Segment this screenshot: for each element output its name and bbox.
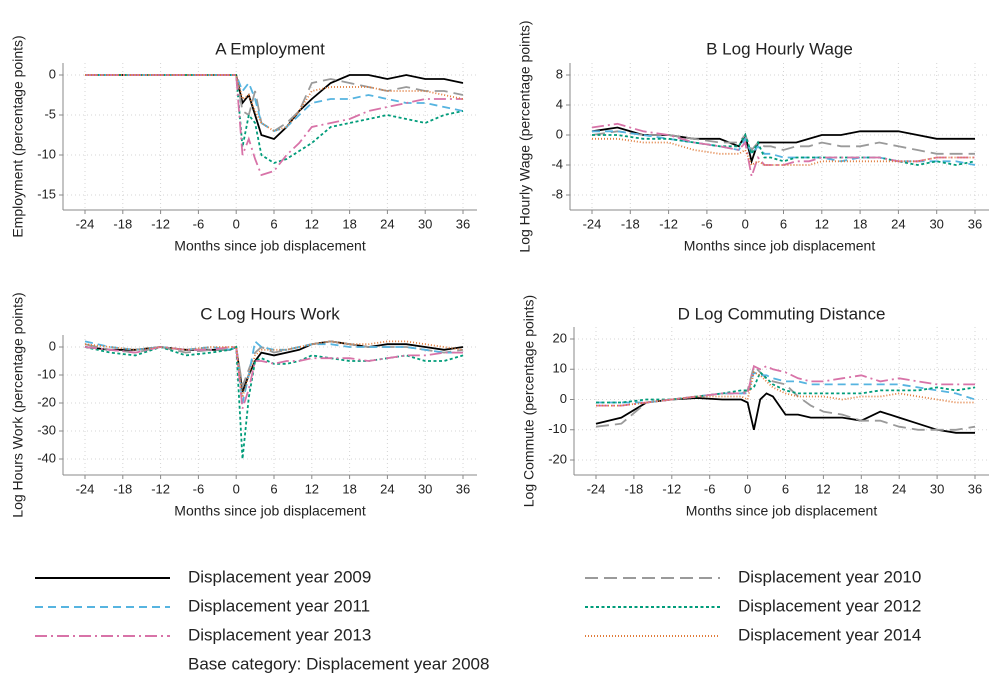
x-axis-label: Months since job displacement: [174, 503, 366, 519]
x-axis-label: Months since job displacement: [174, 238, 366, 254]
y-tick-label: 0: [49, 66, 56, 81]
legend-label: Displacement year 2012: [738, 596, 921, 615]
legend-label: Displacement year 2013: [188, 625, 371, 644]
x-tick-label: 18: [342, 216, 356, 231]
x-tick-label: 24: [380, 481, 394, 496]
x-tick-label: -12: [151, 216, 170, 231]
x-tick-label: -6: [193, 216, 205, 231]
series-line: [595, 392, 975, 434]
x-tick-label: -24: [76, 481, 95, 496]
series-line: [596, 370, 976, 404]
x-tick-label: 18: [853, 216, 867, 231]
y-tick-label: -10: [37, 366, 56, 381]
x-tick-label: 36: [456, 216, 470, 231]
legend-label: Displacement year 2014: [738, 625, 921, 644]
x-tick-label: 0: [233, 481, 240, 496]
y-tick-label: -10: [548, 421, 567, 436]
y-tick-label: -4: [551, 156, 563, 171]
x-tick-label: 6: [270, 216, 277, 231]
y-tick-label: 0: [49, 338, 56, 353]
series-line: [591, 126, 975, 165]
x-tick-label: 12: [815, 216, 829, 231]
y-axis-label: Log Hourly Wage (percentage points): [517, 20, 533, 252]
x-tick-label: 30: [930, 481, 944, 496]
x-tick-label: -24: [587, 481, 606, 496]
x-tick-label: 30: [418, 481, 432, 496]
x-tick-label: -18: [113, 481, 132, 496]
y-axis-label: Log Commute (percentage points): [521, 295, 537, 507]
series-line: [85, 74, 464, 132]
x-tick-label: 36: [456, 481, 470, 496]
series-line: [84, 340, 464, 398]
x-tick-label: -6: [704, 481, 716, 496]
x-tick-label: -24: [76, 216, 95, 231]
x-tick-label: -12: [662, 481, 681, 496]
legend-note: Base category: Displacement year 2008: [188, 654, 489, 673]
y-tick-label: -30: [37, 422, 56, 437]
x-tick-label: 24: [892, 481, 906, 496]
y-axis-label: Log Hours Work (percentage points): [10, 292, 26, 517]
x-axis-label: Months since job displacement: [686, 503, 878, 519]
y-tick-label: 10: [553, 361, 567, 376]
x-tick-label: 18: [342, 481, 356, 496]
series-line: [591, 130, 975, 155]
x-tick-label: 12: [305, 481, 319, 496]
x-tick-label: -6: [701, 216, 713, 231]
x-tick-label: 18: [854, 481, 868, 496]
x-tick-label: 6: [270, 481, 277, 496]
x-tick-label: 0: [744, 481, 751, 496]
x-tick-label: -6: [193, 481, 205, 496]
series-line: [592, 137, 975, 167]
y-tick-label: 0: [560, 391, 567, 406]
x-tick-label: -18: [113, 216, 132, 231]
x-tick-label: 12: [305, 216, 319, 231]
x-tick-label: -18: [621, 216, 640, 231]
x-tick-label: 0: [742, 216, 749, 231]
legend-label: Displacement year 2011: [188, 596, 370, 615]
y-tick-label: -5: [44, 106, 56, 121]
legend-label: Displacement year 2009: [188, 567, 371, 586]
series-line: [85, 74, 464, 164]
chart-title: B Log Hourly Wage: [706, 39, 853, 58]
y-tick-label: 20: [553, 330, 567, 345]
series-line: [596, 371, 975, 407]
x-tick-label: 24: [380, 216, 394, 231]
x-tick-label: 36: [968, 216, 982, 231]
legend-label: Displacement year 2010: [738, 567, 921, 586]
y-tick-label: -10: [37, 146, 56, 161]
y-tick-label: -15: [37, 186, 56, 201]
x-tick-label: -24: [583, 216, 602, 231]
y-tick-label: -20: [37, 394, 56, 409]
x-tick-label: 6: [780, 216, 787, 231]
x-tick-label: 12: [816, 481, 830, 496]
y-tick-label: -40: [37, 450, 56, 465]
y-tick-label: 0: [556, 126, 563, 141]
x-tick-label: 30: [929, 216, 943, 231]
x-tick-label: 30: [418, 216, 432, 231]
x-tick-label: 0: [233, 216, 240, 231]
series-line: [84, 340, 464, 390]
chart-title: A Employment: [215, 39, 325, 58]
series-line: [84, 346, 463, 409]
x-axis-label: Months since job displacement: [684, 238, 876, 254]
x-tick-label: 6: [782, 481, 789, 496]
x-tick-label: -12: [151, 481, 170, 496]
y-axis-label: Employment (percentage points): [10, 35, 26, 237]
series-line: [592, 130, 976, 166]
y-tick-label: 8: [556, 66, 563, 81]
chart-title: D Log Commuting Distance: [678, 304, 886, 323]
series-line: [596, 364, 975, 407]
y-tick-label: -20: [548, 451, 567, 466]
y-tick-label: -8: [551, 186, 563, 201]
x-tick-label: -18: [625, 481, 644, 496]
x-tick-label: 24: [891, 216, 905, 231]
chart-title: C Log Hours Work: [200, 304, 340, 323]
x-tick-label: 36: [968, 481, 982, 496]
x-tick-label: -12: [659, 216, 678, 231]
y-tick-label: 4: [556, 96, 563, 111]
